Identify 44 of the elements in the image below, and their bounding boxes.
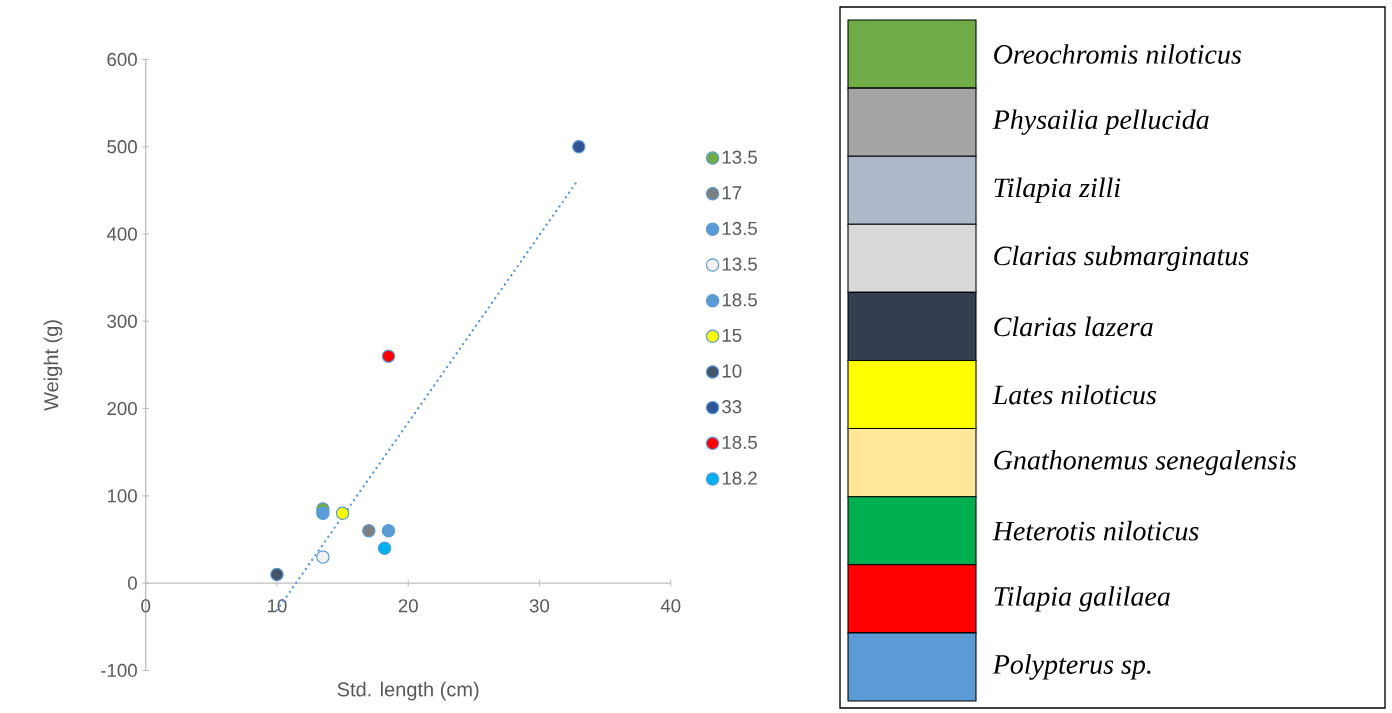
point — [572, 140, 586, 154]
x-axis-title: Std. length (cm) — [337, 681, 479, 701]
category-label: Heterotis niloticus — [992, 520, 1199, 541]
point — [316, 506, 330, 521]
category-label: Clarias submarginatus — [994, 245, 1249, 272]
point — [335, 506, 350, 521]
category-label: Polypterus sp. — [992, 654, 1151, 680]
point — [362, 524, 376, 538]
legend-label: 33 — [722, 400, 742, 414]
legend-label: 18.2 — [722, 471, 757, 485]
point — [377, 541, 392, 555]
category-label: Tilapia galilaea — [994, 586, 1170, 612]
category-label: Physailia pellucida — [992, 109, 1209, 135]
legend-label: 15 — [722, 328, 742, 342]
x-tick-label: 10 — [267, 599, 287, 613]
y-tick-label: 500 — [107, 140, 137, 154]
y-tick-label: 300 — [107, 314, 137, 328]
x-tick-label: 0 — [141, 599, 151, 613]
y-tick-label: 600 — [107, 52, 137, 67]
point — [316, 550, 330, 564]
category-label: Tilapia zilli — [994, 177, 1121, 203]
legend-label: 13.5 — [722, 221, 757, 236]
legend-label: 18.5 — [722, 435, 757, 450]
point — [270, 567, 284, 582]
y-tick-label: -100 — [101, 663, 137, 678]
x-tick-label: 30 — [529, 599, 550, 613]
category-label: Gnathonemus senegalensis — [994, 449, 1296, 476]
y-axis-title: Weight (g) — [43, 320, 63, 411]
legend-label: 13.5 — [722, 150, 757, 164]
legend-label: 17 — [722, 186, 742, 200]
y-tick-label: 200 — [107, 401, 137, 416]
category-label: Oreochromis niloticus — [994, 44, 1241, 64]
legend-label: 10 — [722, 364, 742, 378]
legend-label: 18.5 — [722, 293, 757, 307]
legend-label: 13.5 — [722, 257, 757, 271]
category-label: Clarias lazera — [994, 316, 1153, 337]
point — [381, 524, 396, 538]
x-tick-label: 20 — [398, 599, 418, 613]
x-tick-label: 40 — [660, 599, 681, 613]
y-tick-label: 0 — [128, 576, 137, 590]
point — [381, 349, 396, 363]
y-tick-label: 400 — [106, 227, 137, 241]
y-tick-label: 100 — [107, 489, 137, 503]
category-label: Lates niloticus — [992, 384, 1157, 405]
